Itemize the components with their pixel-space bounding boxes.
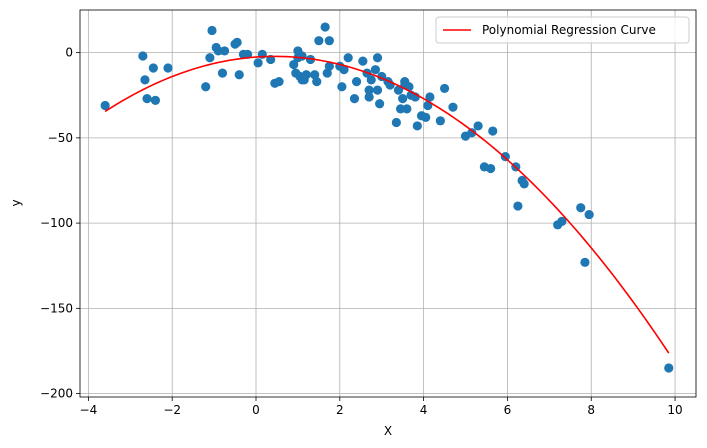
data-point xyxy=(372,53,383,63)
data-point xyxy=(557,216,567,227)
data-point xyxy=(213,46,223,56)
data-point xyxy=(364,85,374,95)
data-point xyxy=(150,95,161,105)
data-point xyxy=(324,36,334,46)
scatter-series xyxy=(100,22,674,373)
data-point xyxy=(274,77,284,87)
data-point xyxy=(234,70,244,80)
x-tick-label: −4 xyxy=(80,403,98,417)
data-point xyxy=(473,121,483,131)
data-point xyxy=(395,104,406,114)
x-axis-label: X xyxy=(384,424,392,438)
regression-curve-series xyxy=(104,55,670,354)
y-tick-label: 0 xyxy=(65,46,73,60)
data-point xyxy=(584,209,594,220)
data-point xyxy=(519,179,529,189)
x-tick-label: 4 xyxy=(420,403,428,417)
data-point xyxy=(232,37,242,47)
x-tick-label: −2 xyxy=(163,403,181,417)
data-point xyxy=(364,92,374,102)
data-point xyxy=(163,63,173,73)
x-tick-label: 6 xyxy=(504,403,512,417)
data-point xyxy=(301,70,311,80)
data-point xyxy=(337,82,347,92)
y-axis: 0 −50 −100 −150 −200 xyxy=(40,46,80,401)
x-tick-label: 10 xyxy=(667,403,682,417)
y-tick-label: −200 xyxy=(40,387,73,401)
data-point xyxy=(100,100,110,111)
plot-frame xyxy=(79,9,697,398)
data-point xyxy=(580,257,590,267)
data-point xyxy=(201,82,211,92)
data-point xyxy=(393,85,404,95)
data-point xyxy=(314,36,324,46)
data-point xyxy=(513,201,523,211)
data-point xyxy=(351,77,362,87)
data-point xyxy=(576,203,586,213)
data-point xyxy=(217,68,228,78)
data-point xyxy=(320,22,330,32)
data-point xyxy=(439,83,450,94)
data-point xyxy=(243,49,253,59)
legend-label: Polynomial Regression Curve xyxy=(482,23,656,37)
x-tick-label: 2 xyxy=(336,403,344,417)
data-point xyxy=(138,51,148,61)
data-point xyxy=(324,61,334,71)
data-point xyxy=(467,128,477,138)
data-point xyxy=(142,94,152,104)
data-point xyxy=(664,363,674,373)
data-point xyxy=(205,53,215,63)
data-point xyxy=(370,65,381,75)
data-point xyxy=(425,92,435,102)
data-point xyxy=(412,121,422,131)
data-point xyxy=(297,51,307,61)
data-point xyxy=(435,116,445,126)
y-axis-label: y xyxy=(9,199,23,206)
grid xyxy=(80,10,696,397)
data-point xyxy=(500,152,510,162)
data-point xyxy=(402,104,412,114)
data-point xyxy=(372,85,383,95)
data-point xyxy=(391,117,401,128)
data-point xyxy=(339,65,349,75)
data-point xyxy=(375,99,385,109)
y-tick-label: −150 xyxy=(40,301,73,315)
data-point xyxy=(219,46,230,56)
data-point xyxy=(486,163,496,174)
x-tick-label: 8 xyxy=(587,403,595,417)
data-point xyxy=(349,94,360,104)
data-point xyxy=(398,94,408,104)
regression-curve xyxy=(104,55,670,354)
data-point xyxy=(343,53,353,63)
data-point xyxy=(358,56,368,66)
legend-box xyxy=(435,16,690,44)
data-point xyxy=(148,63,158,73)
data-point xyxy=(140,75,150,85)
legend: Polynomial Regression Curve xyxy=(435,16,690,44)
data-point xyxy=(289,59,299,70)
data-point xyxy=(366,75,376,85)
data-point xyxy=(207,25,217,36)
x-tick-label: 0 xyxy=(252,403,260,417)
data-point xyxy=(421,112,431,123)
y-tick-label: −100 xyxy=(40,216,73,230)
data-point xyxy=(488,126,498,136)
data-point xyxy=(312,77,322,87)
x-axis: −4 −2 0 2 4 6 8 10 xyxy=(80,397,683,417)
y-tick-label: −50 xyxy=(48,131,73,145)
data-point xyxy=(253,58,263,68)
data-point xyxy=(448,102,458,112)
